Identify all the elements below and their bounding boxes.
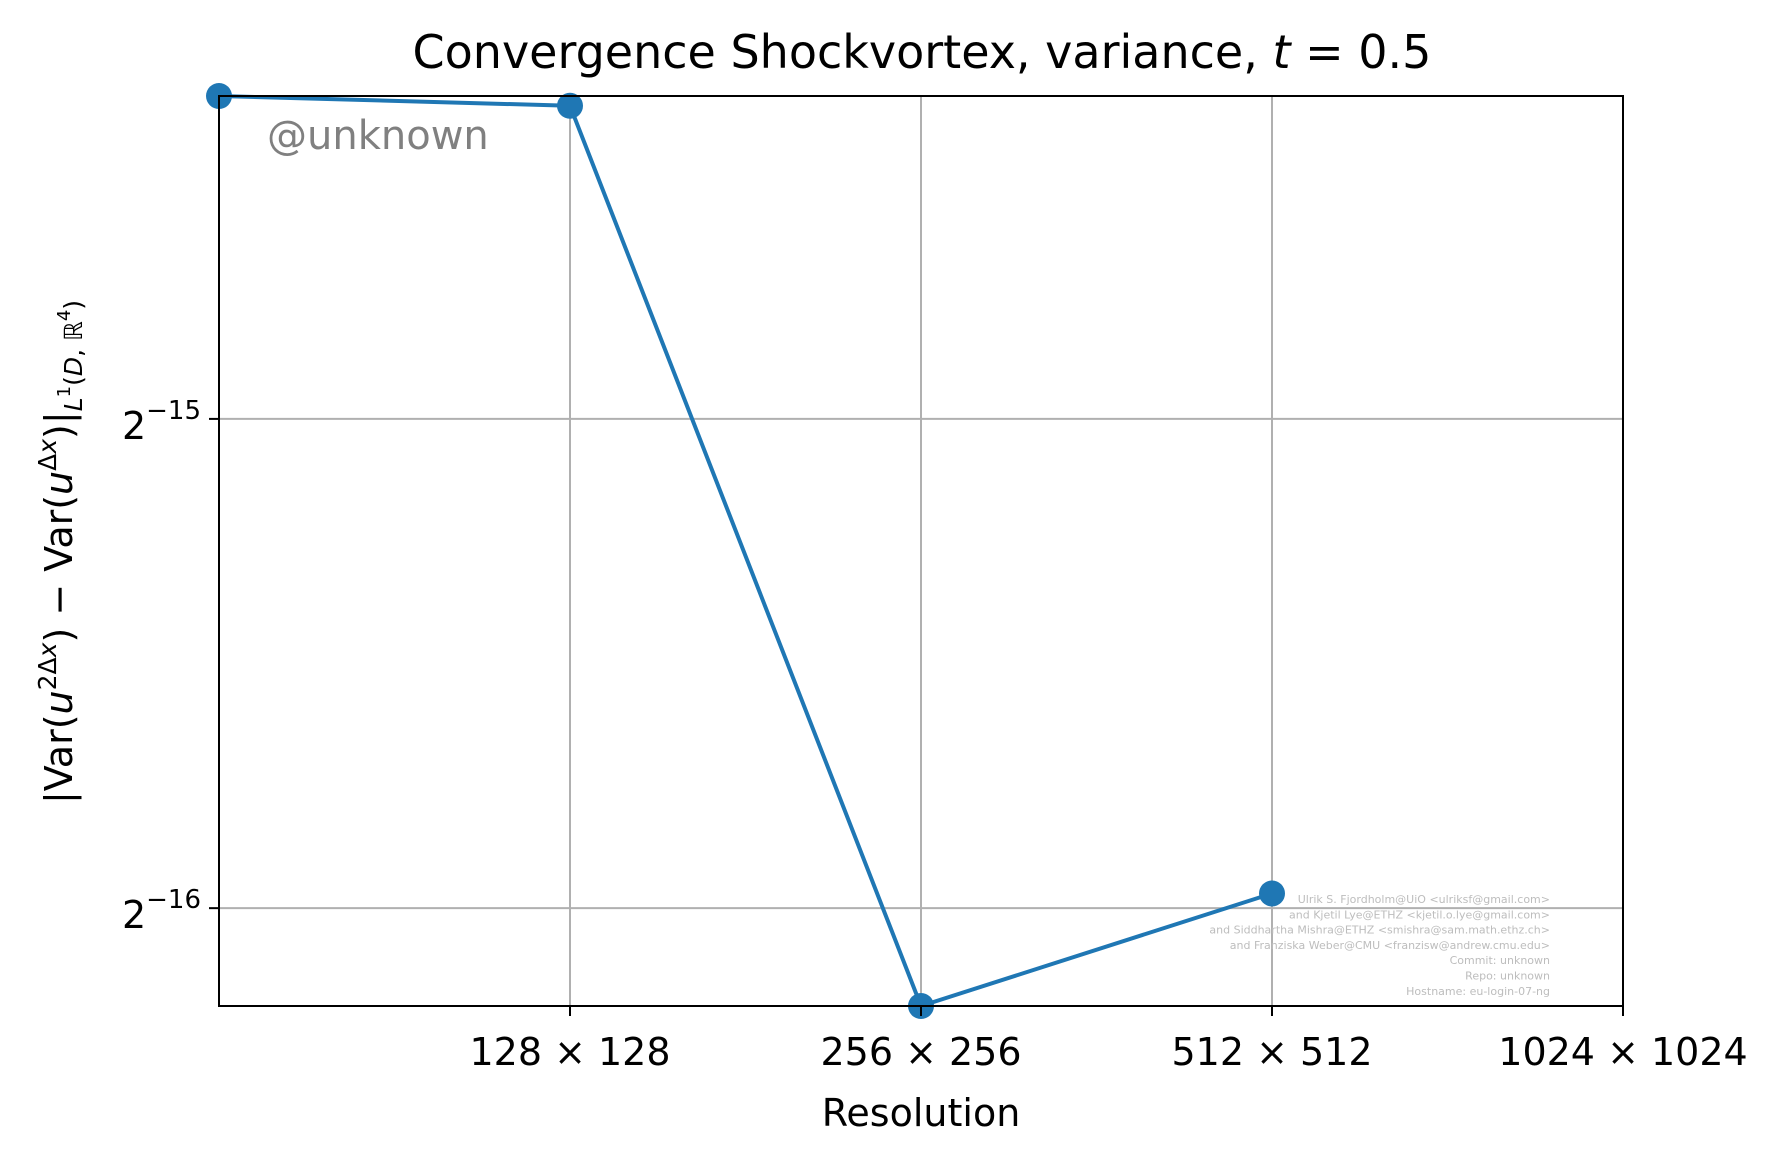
data-point bbox=[557, 92, 583, 119]
credits-line: and Kjetil Lye@ETHZ <kjetil.o.lye@gmail.… bbox=[1289, 908, 1550, 921]
credits-line: and Franziska Weber@CMU <franzisw@andrew… bbox=[1230, 939, 1550, 952]
x-tick-label: 512 × 512 bbox=[1171, 1030, 1372, 1074]
series-line bbox=[218, 94, 1273, 1008]
x-tick-label: 1024 × 1024 bbox=[1498, 1030, 1747, 1074]
credits-line: Repo: unknown bbox=[1465, 970, 1550, 983]
watermark-text: @unknown bbox=[267, 113, 489, 159]
x-axis: 128 × 128 256 × 256 512 × 512 1024 × 1024 bbox=[469, 1006, 1748, 1074]
x-axis-title: Resolution bbox=[822, 1091, 1021, 1135]
y-axis-title: |Var(u2Δx) − Var(uΔx)|L1(D, ℝ4) bbox=[33, 300, 88, 804]
y-tick-label: 2−16 bbox=[122, 885, 201, 937]
x-tick-label: 256 × 256 bbox=[820, 1030, 1021, 1074]
credits-line: Hostname: eu-login-07-ng bbox=[1406, 985, 1550, 998]
data-point bbox=[1259, 880, 1285, 907]
x-tick-label: 128 × 128 bbox=[469, 1030, 670, 1074]
series-layer bbox=[206, 83, 1285, 1019]
credits-line: Commit: unknown bbox=[1450, 954, 1550, 967]
chart-title: Convergence Shockvortex, variance, t = 0… bbox=[413, 25, 1432, 79]
credits-line: and Siddhartha Mishra@ETHZ <smishra@sam.… bbox=[1209, 924, 1550, 937]
credits-block: Ulrik S. Fjordholm@UiO <ulriksf@gmail.co… bbox=[1209, 893, 1550, 998]
y-axis: 2−15 2−16 bbox=[122, 396, 219, 937]
y-tick-label: 2−15 bbox=[122, 396, 201, 448]
grid-lines bbox=[219, 96, 1624, 1006]
credits-line: Ulrik S. Fjordholm@UiO <ulriksf@gmail.co… bbox=[1298, 893, 1550, 906]
